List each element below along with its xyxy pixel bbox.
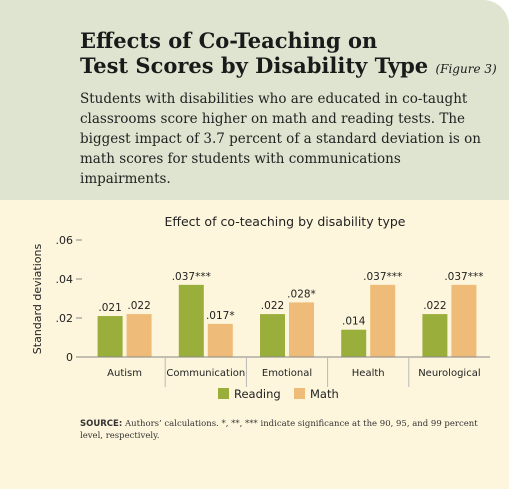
bars bbox=[97, 284, 477, 357]
figure-header: Effects of Co-Teaching on Test Scores by… bbox=[0, 0, 509, 200]
legend-swatch-reading bbox=[218, 388, 229, 399]
bar-reading bbox=[260, 314, 285, 357]
bar-math bbox=[289, 302, 314, 357]
data-label: .022 bbox=[127, 300, 150, 312]
legend: Reading Math bbox=[218, 387, 339, 401]
figure-title: Effects of Co-Teaching on Test Scores by… bbox=[80, 28, 500, 82]
legend-label-math: Math bbox=[310, 387, 339, 401]
bar-math bbox=[451, 284, 477, 357]
bar-reading bbox=[178, 284, 204, 357]
bar-reading bbox=[422, 314, 448, 357]
data-label: .021 bbox=[98, 302, 121, 314]
figure-description: Students with disabilities who are educa… bbox=[80, 91, 481, 187]
y-tick-label: .02 bbox=[56, 312, 74, 325]
bar-math bbox=[207, 323, 233, 357]
figure-label: (Figure 3) bbox=[435, 62, 497, 76]
data-label: .037*** bbox=[172, 271, 211, 283]
x-tick-label: Communication bbox=[166, 368, 245, 379]
data-label: .037*** bbox=[363, 271, 402, 283]
legend-swatch-math bbox=[294, 388, 305, 399]
x-axis: Autism Communication Emotional Health Neurol… bbox=[76, 356, 490, 387]
legend-label-reading: Reading bbox=[234, 387, 281, 401]
y-tick-label: .04 bbox=[56, 273, 74, 286]
chart-title: Effect of co-teaching by disability type bbox=[164, 214, 405, 229]
source-label: SOURCE: bbox=[80, 419, 123, 429]
source-text: Authors’ calculations. *, **, *** indica… bbox=[80, 419, 478, 441]
bar-math bbox=[370, 284, 396, 357]
data-labels: .021.022.037***.017*.022.028*.014.037***… bbox=[98, 271, 483, 328]
data-label: .028* bbox=[287, 288, 316, 300]
y-tick-label: .06 bbox=[56, 234, 74, 247]
data-label: .037*** bbox=[444, 271, 483, 283]
bar-reading bbox=[341, 329, 367, 357]
source-note: SOURCE: Authors’ calculations. *, **, **… bbox=[80, 418, 480, 442]
x-tick-label: Autism bbox=[107, 368, 142, 379]
bar-chart: Effect of co-teaching by disability type… bbox=[31, 214, 490, 401]
data-label: .022 bbox=[423, 300, 446, 312]
data-label: .017* bbox=[206, 310, 235, 322]
y-tick-label: 0 bbox=[66, 351, 73, 364]
data-label: .014 bbox=[342, 316, 366, 328]
title-line-2-text: Test Scores by Disability Type bbox=[80, 53, 429, 78]
y-axis: 0 .02 .04 .06 bbox=[56, 234, 82, 364]
title-line-2: Test Scores by Disability Type (Figure 3… bbox=[80, 53, 500, 82]
y-axis-label: Standard deviations bbox=[31, 244, 44, 355]
bar-reading bbox=[97, 316, 123, 357]
bar-math bbox=[126, 314, 152, 357]
title-line-1: Effects of Co-Teaching on bbox=[80, 28, 378, 53]
data-label: .022 bbox=[261, 300, 284, 312]
x-tick-label: Neurological bbox=[418, 368, 480, 379]
x-tick-label: Emotional bbox=[262, 368, 312, 379]
x-tick-label: Health bbox=[352, 368, 385, 379]
